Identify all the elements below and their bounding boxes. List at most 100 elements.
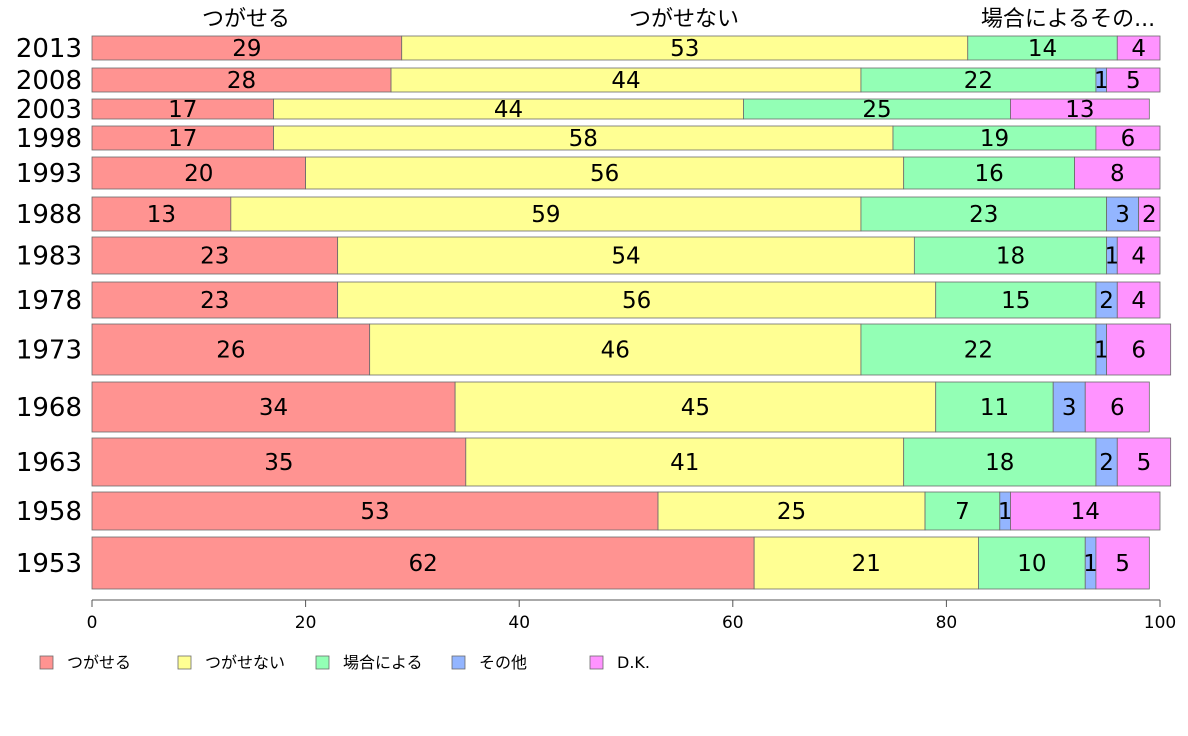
- x-tick-label: 100: [1144, 613, 1176, 633]
- column-label: つがせる: [202, 7, 290, 32]
- data-label: 35: [264, 450, 293, 476]
- data-label: 20: [184, 161, 213, 187]
- year-label: 2003: [16, 95, 82, 125]
- data-label: 11: [980, 395, 1009, 421]
- data-label: 25: [862, 97, 891, 123]
- data-label: 26: [216, 338, 245, 364]
- bar-segment: [860, 323, 1097, 376]
- data-label: 59: [531, 202, 560, 228]
- bar-segment: [935, 381, 1054, 433]
- bar-segment: [91, 156, 307, 190]
- year-label: 1958: [16, 497, 82, 527]
- bar-row: 20 56 16 8: [91, 156, 1161, 190]
- year-label: 1998: [16, 124, 82, 154]
- data-label: 5: [1126, 68, 1141, 94]
- data-label: 5: [1115, 551, 1130, 577]
- data-label: 4: [1131, 36, 1146, 62]
- x-tick-label: 40: [508, 613, 530, 633]
- data-label: 7: [955, 499, 970, 525]
- bar-segment: [230, 196, 862, 232]
- data-label: 53: [360, 499, 389, 525]
- bar-segment: [91, 437, 467, 487]
- data-label: 8: [1110, 161, 1125, 187]
- bar-row: 23 56 15 2 4: [91, 281, 1161, 319]
- year-label: 1953: [16, 549, 82, 579]
- bar-segment: [903, 156, 1075, 190]
- data-label: 17: [168, 126, 197, 152]
- bar-segment: [1138, 196, 1161, 232]
- bar-segment: [1116, 437, 1172, 487]
- bar-row: 29 53 14 4: [91, 35, 1161, 62]
- bar-row: 23 54 18 1 4: [91, 236, 1161, 275]
- data-label: 56: [590, 161, 619, 187]
- bar-segment: [91, 196, 232, 232]
- bar-segment: [860, 196, 1108, 232]
- x-tick-label: 20: [295, 613, 317, 633]
- bar-segment: [91, 381, 456, 433]
- data-label: 6: [1131, 338, 1146, 364]
- data-label: 3: [1062, 395, 1077, 421]
- data-label: 25: [777, 499, 806, 525]
- legend-label: その他: [479, 653, 527, 672]
- data-label: 6: [1121, 126, 1136, 152]
- legend-label: D.K.: [617, 653, 650, 672]
- data-label: 44: [611, 68, 640, 94]
- bar-row: 28 44 22 1 5: [91, 67, 1161, 94]
- bar-segment: [91, 67, 392, 93]
- data-label: 23: [200, 244, 229, 270]
- legend: つがせる つがせない 場合による その他 D.K.: [39, 653, 650, 672]
- bar-segment: [273, 125, 894, 151]
- x-tick-label: 0: [87, 613, 98, 633]
- data-label: 1: [1094, 68, 1109, 94]
- data-label: 62: [408, 551, 437, 577]
- bar-segment: [1106, 67, 1161, 93]
- bar-segment: [1010, 98, 1150, 120]
- bar-segment: [337, 281, 937, 319]
- data-label: 14: [1028, 36, 1057, 62]
- data-label: 5: [1137, 450, 1152, 476]
- data-label: 34: [259, 395, 288, 421]
- bar-segment: [1106, 323, 1172, 376]
- data-label: 29: [232, 36, 261, 62]
- bar-segment: [967, 35, 1118, 61]
- bar-row: 35 41 18 2 5: [91, 437, 1172, 487]
- bar-segment: [91, 125, 274, 151]
- legend-swatch: [589, 655, 604, 670]
- bar-segment: [454, 381, 937, 433]
- x-tick-label: 80: [936, 613, 958, 633]
- bar-segment: [337, 236, 915, 275]
- bar-segment: [369, 323, 862, 376]
- data-label: 15: [1001, 288, 1030, 314]
- data-label: 6: [1110, 395, 1125, 421]
- year-label: 1973: [16, 336, 82, 366]
- data-label: 4: [1131, 244, 1146, 270]
- year-label: 1988: [16, 200, 82, 230]
- bar-segment: [1106, 196, 1140, 232]
- bar-segment: [1074, 156, 1161, 190]
- data-label: 13: [1065, 97, 1094, 123]
- bar-row: 17 58 19 6: [91, 125, 1161, 152]
- x-axis: 0 20 40 60 80 100: [87, 599, 1176, 633]
- bar-row: 62 21 10 1 5: [91, 536, 1150, 590]
- bar-segment: [1116, 281, 1161, 319]
- bar-segment: [978, 536, 1086, 590]
- bar-segment: [390, 67, 862, 93]
- year-label: 2008: [16, 66, 82, 96]
- data-label: 54: [611, 244, 640, 270]
- bar-row: 26 46 22 1 6: [91, 323, 1172, 376]
- data-label: 1: [1094, 338, 1109, 364]
- data-label: 41: [670, 450, 699, 476]
- legend-swatch: [39, 655, 54, 670]
- column-label: 場合によるその...: [981, 7, 1155, 32]
- bar-segment: [91, 536, 755, 590]
- year-label: 2013: [16, 34, 82, 64]
- data-label: 14: [1071, 499, 1100, 525]
- bar-row: 13 59 23 3 2: [91, 196, 1161, 232]
- data-label: 22: [964, 68, 993, 94]
- bar-segment: [1084, 381, 1150, 433]
- data-label: 13: [147, 202, 176, 228]
